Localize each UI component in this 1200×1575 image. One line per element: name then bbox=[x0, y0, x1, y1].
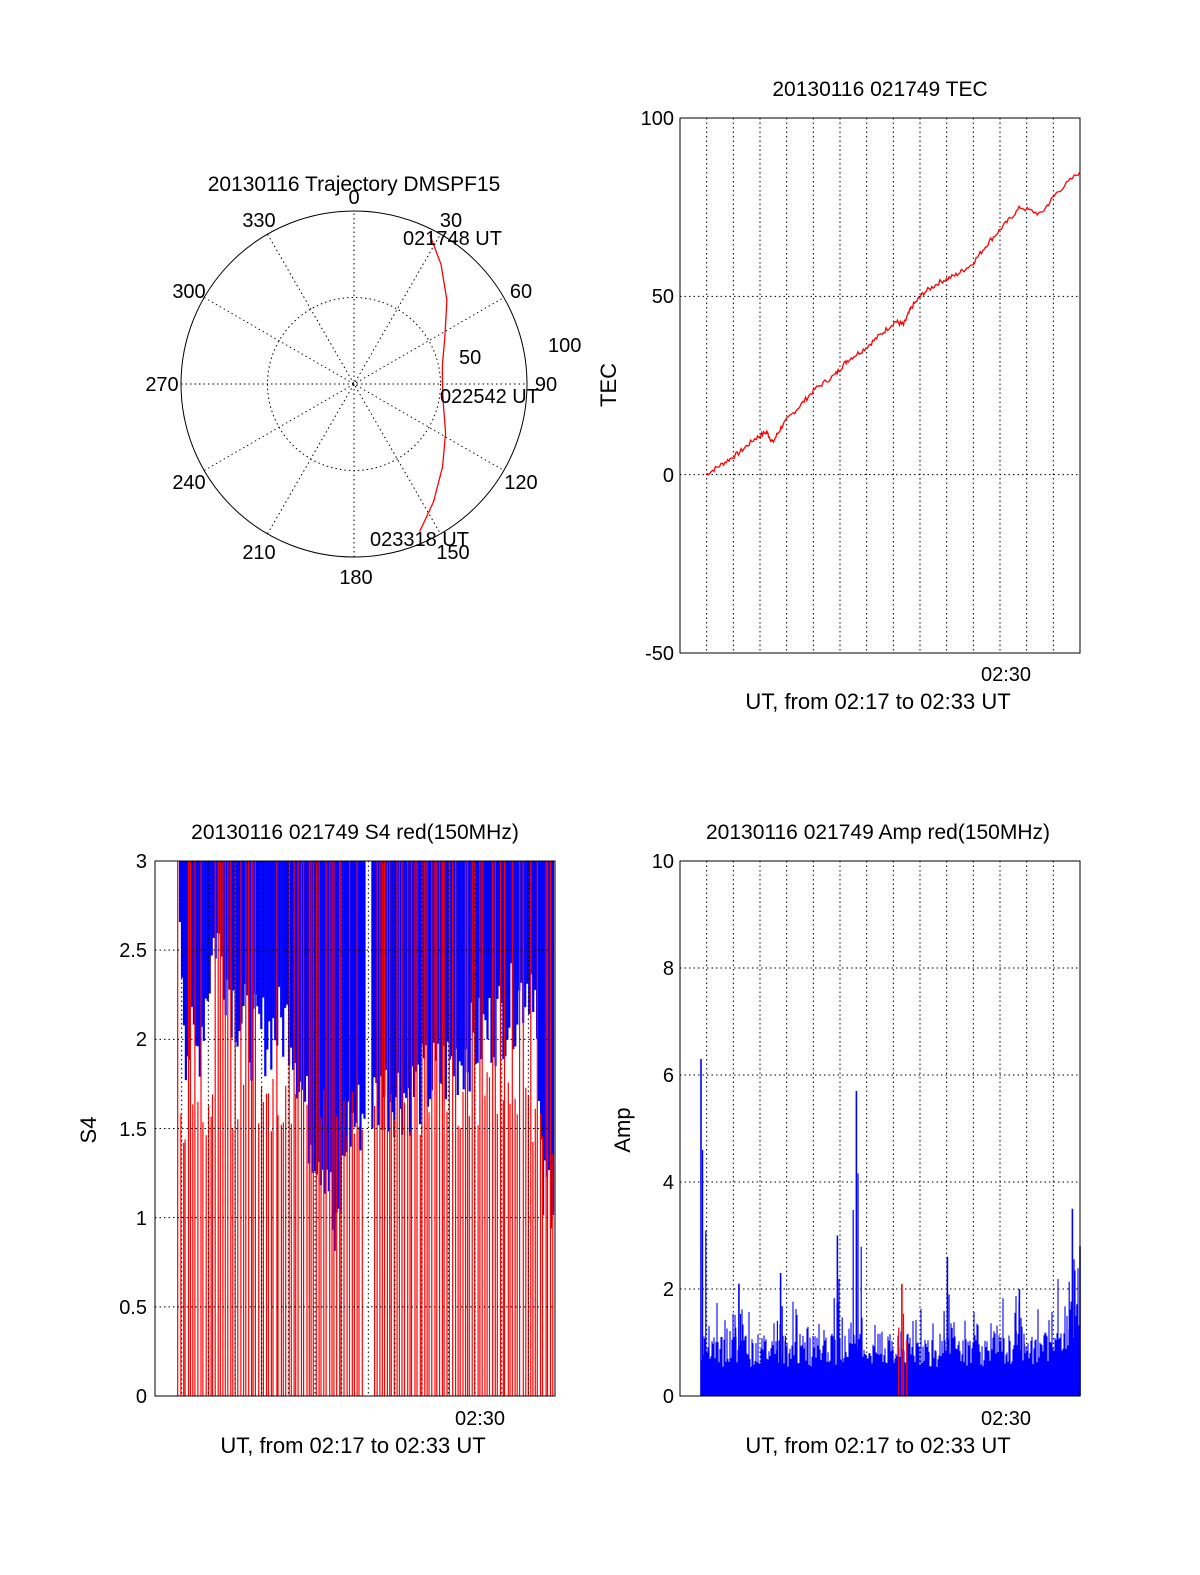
radial-label-50: 50 bbox=[459, 347, 481, 369]
trajectory-panel: 20130116 Trajectory DMSPF15 0 30 60 90 120 15… bbox=[145, 173, 581, 589]
s4-ytick: 0.5 bbox=[119, 1297, 147, 1319]
polar-angle-label-270: 270 bbox=[145, 374, 178, 396]
polar-angle-label-120: 120 bbox=[504, 472, 537, 494]
tec-xtick: 02:30 bbox=[981, 664, 1031, 686]
amp-ytick: 0 bbox=[663, 1386, 674, 1408]
polar-angle-label-90: 90 bbox=[535, 374, 557, 396]
s4-ytick: 1.5 bbox=[119, 1119, 147, 1141]
polar-spoke bbox=[203, 297, 505, 471]
polar-spoke bbox=[267, 233, 441, 535]
polar-angle-label-0: 0 bbox=[348, 187, 359, 209]
tec-y-ticks: -50 0 50 100 bbox=[641, 108, 674, 665]
s4-title: 20130116 021749 S4 red(150MHz) bbox=[191, 821, 519, 844]
amp-xlabel: UT, from 02:17 to 02:33 UT bbox=[745, 1433, 1010, 1458]
trajectory-track bbox=[419, 234, 448, 532]
trajectory-title: 20130116 Trajectory DMSPF15 bbox=[208, 173, 501, 196]
tec-ylabel: TEC bbox=[596, 363, 621, 407]
tec-panel: 20130116 021749 TEC -50 0 50 100 02:30 U… bbox=[596, 78, 1081, 714]
s4-xlabel: UT, from 02:17 to 02:33 UT bbox=[220, 1433, 485, 1458]
tec-title: 20130116 021749 TEC bbox=[772, 78, 987, 101]
s4-xtick: 02:30 bbox=[455, 1408, 505, 1430]
amp-title: 20130116 021749 Amp red(150MHz) bbox=[706, 821, 1050, 844]
tec-ytick: -50 bbox=[645, 643, 674, 665]
s4-grid bbox=[155, 861, 555, 1396]
trajectory-end-label: 023318 UT bbox=[370, 529, 469, 551]
s4-plot-frame bbox=[154, 860, 556, 1397]
polar-angle-label-300: 300 bbox=[172, 281, 205, 303]
polar-angle-label-330: 330 bbox=[242, 210, 275, 232]
s4-bars bbox=[177, 861, 555, 1396]
polar-angle-labels: 0 30 60 90 120 150 180 210 240 270 300 330 bbox=[145, 187, 557, 589]
polar-grid bbox=[181, 211, 527, 557]
s4-ytick: 0 bbox=[136, 1386, 147, 1408]
polar-angle-label-150: 150 bbox=[436, 542, 469, 564]
tec-ytick: 50 bbox=[652, 286, 674, 308]
amp-ylabel: Amp bbox=[610, 1107, 635, 1152]
amp-y-ticks: 0 2 4 6 8 10 bbox=[652, 851, 674, 1408]
amp-grid bbox=[680, 861, 1080, 1396]
amp-ytick: 8 bbox=[663, 958, 674, 980]
amp-ytick: 2 bbox=[663, 1279, 674, 1301]
s4-ytick: 3 bbox=[136, 851, 147, 873]
polar-angle-label-240: 240 bbox=[172, 472, 205, 494]
tec-xlabel: UT, from 02:17 to 02:33 UT bbox=[745, 689, 1010, 714]
amp-ytick: 4 bbox=[663, 1172, 674, 1194]
amp-plot-frame bbox=[679, 860, 1081, 1397]
tec-plot-frame bbox=[679, 117, 1081, 654]
tec-series-line bbox=[705, 171, 1081, 476]
polar-ring-50 bbox=[267, 297, 441, 471]
polar-angle-label-180: 180 bbox=[339, 567, 372, 589]
radial-label-100: 100 bbox=[548, 335, 581, 357]
tec-ytick: 0 bbox=[663, 465, 674, 487]
amp-bars bbox=[700, 1059, 1081, 1396]
s4-ytick: 2.5 bbox=[119, 940, 147, 962]
polar-outer-circle bbox=[180, 210, 528, 558]
s4-ytick: 2 bbox=[136, 1029, 147, 1051]
s4-panel: 20130116 021749 S4 red(150MHz) 0 0.5 1 1… bbox=[76, 821, 556, 1458]
tec-grid bbox=[680, 118, 1080, 653]
s4-y-ticks: 0 0.5 1 1.5 2 2.5 3 bbox=[119, 851, 147, 1408]
polar-spoke bbox=[203, 297, 505, 471]
amp-xtick: 02:30 bbox=[981, 1408, 1031, 1430]
polar-angle-label-210: 210 bbox=[242, 542, 275, 564]
amp-ytick: 10 bbox=[652, 851, 674, 873]
polar-angle-label-30: 30 bbox=[440, 210, 462, 232]
polar-spoke bbox=[267, 233, 441, 535]
s4-ytick: 1 bbox=[136, 1208, 147, 1230]
amp-panel: 20130116 021749 Amp red(150MHz) 0 2 4 6 … bbox=[610, 821, 1081, 1458]
trajectory-start-label: 021748 UT bbox=[403, 228, 502, 250]
polar-angle-label-60: 60 bbox=[510, 281, 532, 303]
amp-ytick: 6 bbox=[663, 1065, 674, 1087]
s4-ylabel: S4 bbox=[76, 1117, 101, 1144]
tec-ytick: 100 bbox=[641, 108, 674, 130]
trajectory-mid-label: 022542 UT bbox=[440, 386, 539, 408]
